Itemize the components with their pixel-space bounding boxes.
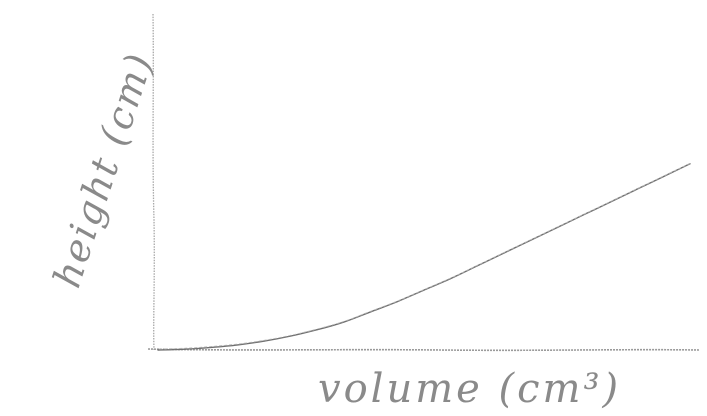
series-point <box>237 344 239 346</box>
series-point <box>583 214 585 216</box>
series-point <box>476 265 478 267</box>
x-axis <box>147 348 701 352</box>
series-group <box>157 162 692 351</box>
series-point <box>396 301 398 303</box>
series-point <box>503 252 505 254</box>
series-point <box>609 201 611 203</box>
series-point <box>636 188 638 190</box>
series-point <box>263 340 265 342</box>
series-point <box>556 227 558 229</box>
series-line-sketch <box>159 162 692 350</box>
series-point <box>662 176 665 178</box>
axes <box>147 13 701 352</box>
series-line <box>157 163 691 351</box>
series-point <box>343 321 345 323</box>
series-point <box>689 163 691 165</box>
series-point <box>157 349 159 351</box>
series-point <box>450 278 452 280</box>
y-axis <box>152 13 155 351</box>
series-point <box>423 289 425 291</box>
y-axis-label: height (cm) <box>45 47 162 293</box>
series-point <box>210 346 212 348</box>
series-point <box>317 329 319 331</box>
series-point <box>370 311 372 313</box>
series-point <box>184 348 186 350</box>
axis-labels: height (cm) volume (cm³) <box>45 47 621 412</box>
series-point <box>290 335 292 337</box>
series-point <box>529 239 532 241</box>
x-axis-label: volume (cm³) <box>318 366 621 412</box>
